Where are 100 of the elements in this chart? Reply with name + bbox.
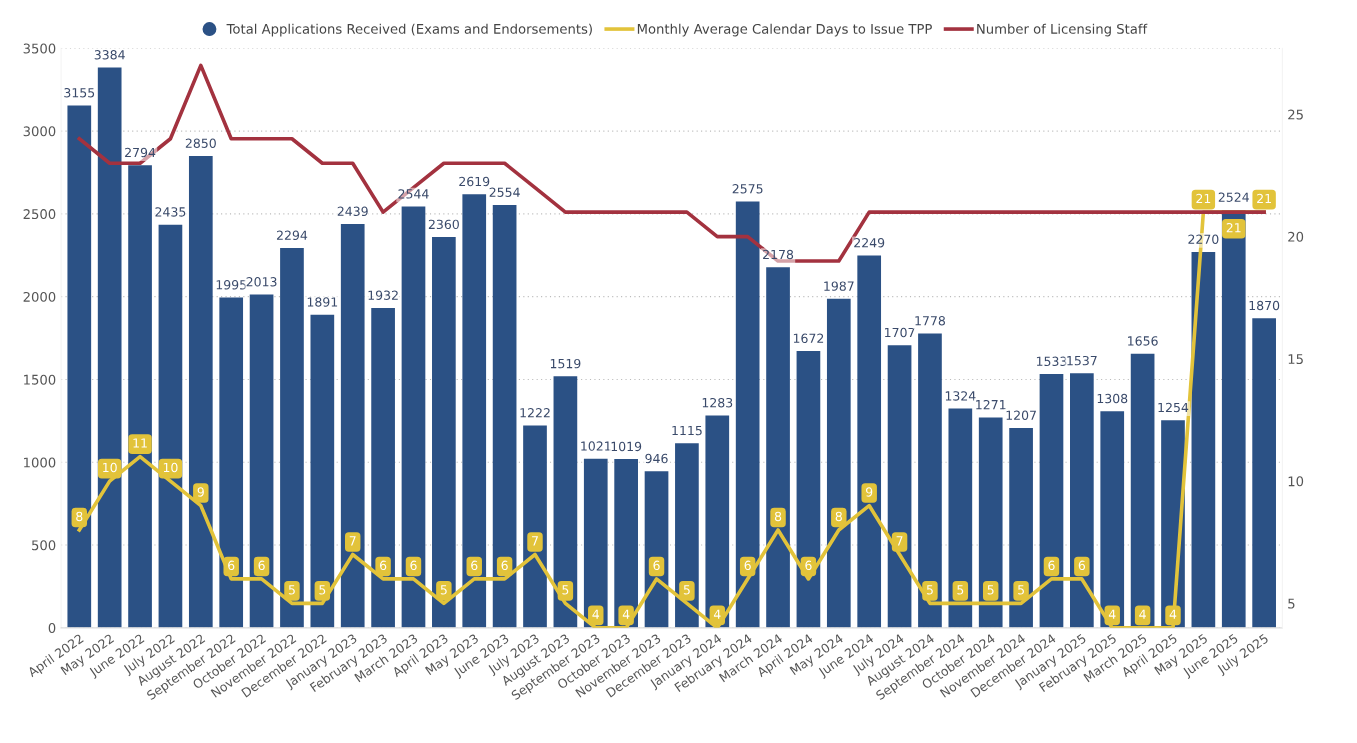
data-label: 6 (380, 560, 387, 571)
bar (310, 314, 335, 628)
y-tick-label: 1500 (24, 374, 56, 385)
legend-label: Total Applications Received (Exams and Endorsements) (226, 23, 592, 37)
y-tick-label: 0 (48, 623, 56, 634)
data-label: 2850 (185, 138, 216, 148)
bar (887, 345, 912, 628)
bar (432, 237, 456, 628)
bar (796, 350, 821, 628)
data-label: 2249 (854, 238, 885, 248)
data-label: 2294 (276, 230, 308, 241)
data-label: 1891 (307, 297, 338, 307)
data-label: 10 (163, 462, 178, 473)
data-label: 5 (1018, 585, 1024, 595)
data-label: 2794 (125, 147, 156, 158)
data-label: 21 (1226, 222, 1241, 233)
data-label: 21 (1196, 193, 1211, 204)
bar (340, 223, 365, 628)
data-label: 7 (532, 536, 538, 546)
bar (249, 294, 274, 628)
data-label: 1115 (672, 425, 702, 436)
bar (705, 415, 730, 628)
y2-tick-label: 10 (1288, 476, 1304, 487)
bar (766, 267, 790, 628)
data-label: 2435 (155, 207, 186, 217)
bar (1252, 318, 1276, 628)
bar (735, 201, 760, 628)
data-label: 1995 (216, 280, 247, 290)
data-label: 11 (133, 438, 147, 448)
data-label: 6 (653, 560, 660, 571)
bar (614, 459, 638, 628)
data-label: 2619 (459, 176, 490, 187)
data-label: 5 (440, 585, 447, 595)
data-label: 5 (926, 585, 933, 595)
y2-tick-label: 20 (1288, 231, 1304, 242)
y-tick-label: 3500 (23, 43, 56, 54)
data-label: 6 (805, 560, 812, 571)
data-label: 2554 (489, 187, 520, 197)
data-label: 1987 (824, 281, 854, 291)
data-label: 8 (774, 511, 782, 522)
data-label: 946 (645, 453, 668, 464)
y-tick-label: 2500 (23, 209, 56, 220)
bar (492, 204, 517, 628)
data-label: 21 (1257, 193, 1271, 204)
bar (1130, 353, 1155, 628)
bar (280, 247, 304, 628)
data-label: 2360 (428, 219, 459, 230)
data-label: 7 (349, 536, 356, 546)
y2-tick-label: 5 (1288, 598, 1295, 609)
data-label: 4 (622, 609, 630, 619)
bar (523, 425, 547, 628)
data-label: 1021 (581, 441, 611, 451)
bar (826, 298, 851, 628)
bar (1070, 373, 1094, 628)
data-label: 2270 (1188, 234, 1219, 244)
bar (462, 194, 487, 628)
data-label: 8 (76, 511, 83, 522)
data-label: 5 (288, 585, 295, 595)
data-label: 9 (197, 487, 204, 497)
bar (918, 333, 942, 628)
data-label: 5 (683, 585, 690, 595)
data-label: 5 (957, 585, 964, 595)
data-label: 1672 (793, 333, 824, 343)
bar (128, 165, 152, 628)
bar (158, 224, 183, 628)
data-label: 1283 (702, 397, 733, 408)
data-label: 7 (896, 536, 903, 546)
bar (675, 443, 699, 628)
data-label: 1254 (1158, 402, 1189, 413)
data-label: 2524 (1218, 192, 1249, 202)
data-label: 1019 (611, 441, 642, 452)
data-label: 5 (562, 585, 569, 595)
y2-tick-label: 25 (1288, 109, 1303, 120)
y-tick-label: 1000 (24, 457, 56, 468)
data-label: 5 (319, 585, 326, 595)
data-label: 6 (228, 560, 235, 571)
bar (1009, 427, 1033, 628)
data-label: 2178 (763, 249, 794, 260)
data-label: 4 (713, 609, 721, 619)
y2-tick-label: 15 (1288, 354, 1303, 365)
data-label: 6 (258, 560, 265, 571)
bar (1039, 374, 1064, 628)
data-label: 1778 (915, 316, 945, 326)
bar (371, 307, 395, 628)
bar (67, 105, 92, 628)
bar (948, 408, 973, 628)
bar (219, 297, 244, 628)
data-label: 9 (866, 487, 873, 497)
data-label: 4 (1108, 609, 1116, 619)
bar (1191, 251, 1216, 628)
data-label: 4 (592, 609, 600, 619)
data-label: 1870 (1249, 300, 1280, 311)
bar (188, 155, 213, 628)
data-label: 1519 (550, 358, 581, 369)
data-label: 2439 (337, 206, 368, 216)
bar (553, 376, 578, 628)
data-label: 1537 (1067, 355, 1097, 366)
data-label: 4 (1139, 609, 1146, 619)
bar (401, 206, 426, 628)
data-label: 6 (1078, 560, 1086, 571)
